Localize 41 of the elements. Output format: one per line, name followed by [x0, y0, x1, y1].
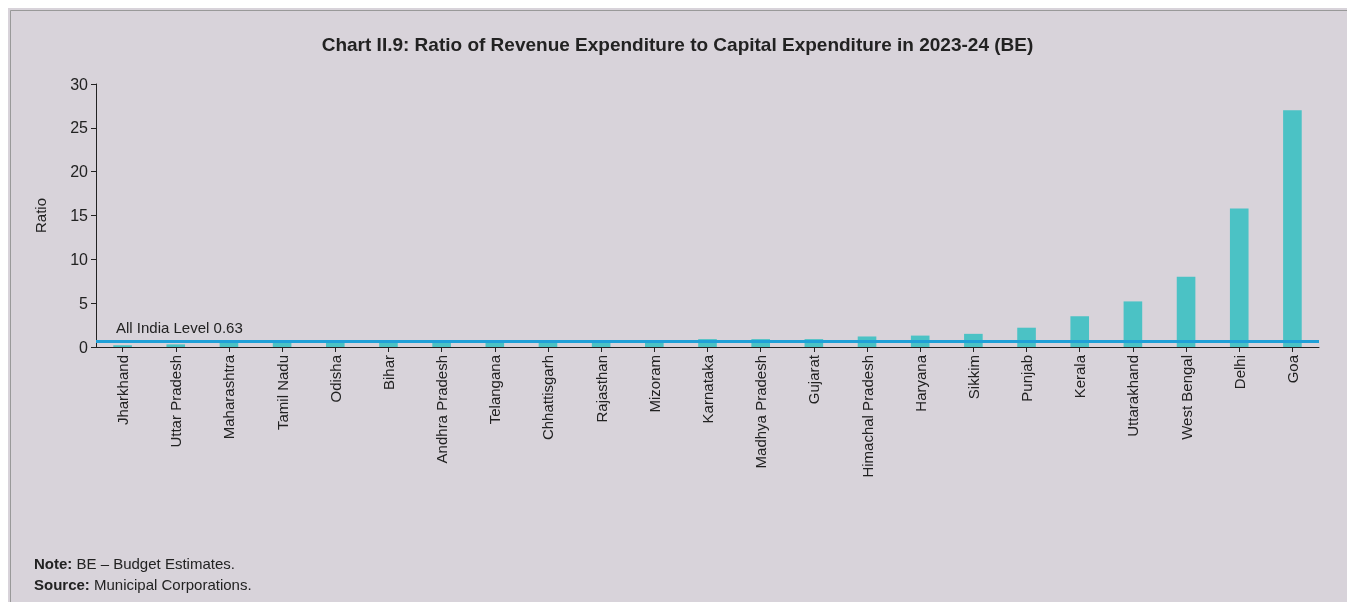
bar	[1123, 301, 1143, 347]
y-tick-label: 0	[79, 338, 89, 356]
x-tick-label: Telangana	[486, 354, 504, 425]
bar	[1229, 208, 1249, 347]
y-tick-label: 30	[70, 75, 89, 93]
x-tick-label: Mizoram	[645, 355, 663, 413]
chart-title: Chart II.9: Ratio of Revenue Expenditure to Capital Expenditure in 2023-24 (BE)	[321, 34, 1034, 55]
x-tick-label: Jharkhand	[114, 355, 132, 426]
x-tick-label: Goa	[1283, 354, 1301, 384]
bar	[1283, 110, 1302, 347]
y-tick-label: 5	[79, 294, 89, 312]
x-tick-label: Gujarat	[805, 354, 823, 405]
y-tick-label: 25	[70, 119, 89, 137]
x-tick-label: Odisha	[326, 354, 344, 403]
x-tick-label: Sikkim	[964, 355, 982, 400]
x-tick-label: Kerala	[1071, 354, 1089, 399]
x-tick-label: Andhra Pradesh	[433, 355, 451, 464]
x-tick-label: Punjab	[1018, 355, 1036, 402]
y-axis-title: Ratio	[32, 197, 49, 234]
x-tick-label: Maharashtra	[220, 354, 238, 440]
bar	[1070, 316, 1090, 347]
x-tick-label: Haryana	[911, 354, 929, 412]
x-tick-label: Bihar	[379, 355, 397, 391]
x-tick-label: Karnataka	[699, 354, 716, 424]
x-tick-label: Uttarakhand	[1124, 355, 1142, 437]
bar	[1176, 276, 1196, 347]
y-tick-label: 10	[70, 250, 89, 268]
x-tick-label: West Bengal	[1177, 355, 1195, 440]
x-tick-label: Himachal Pradesh	[858, 355, 876, 478]
bar	[166, 344, 186, 347]
text: Note: BE – Budget Estimates.	[34, 555, 235, 572]
y-tick-label: 20	[70, 163, 89, 181]
x-tick-label: Rajasthan	[592, 355, 610, 423]
x-tick-label: Delhi	[1230, 355, 1248, 390]
source-note: Source: Municipal Corporations.	[34, 576, 252, 593]
y-tick-label: 15	[70, 207, 89, 224]
x-tick-label: Madhya Pradesh	[752, 355, 770, 469]
x-tick-label: Uttar Pradesh	[167, 355, 185, 448]
x-tick-label: Tamil Nadu	[273, 355, 291, 431]
x-tick-label: Chhattisgarh	[539, 355, 557, 441]
ref-line-label: All India Level 0.63	[116, 319, 243, 337]
